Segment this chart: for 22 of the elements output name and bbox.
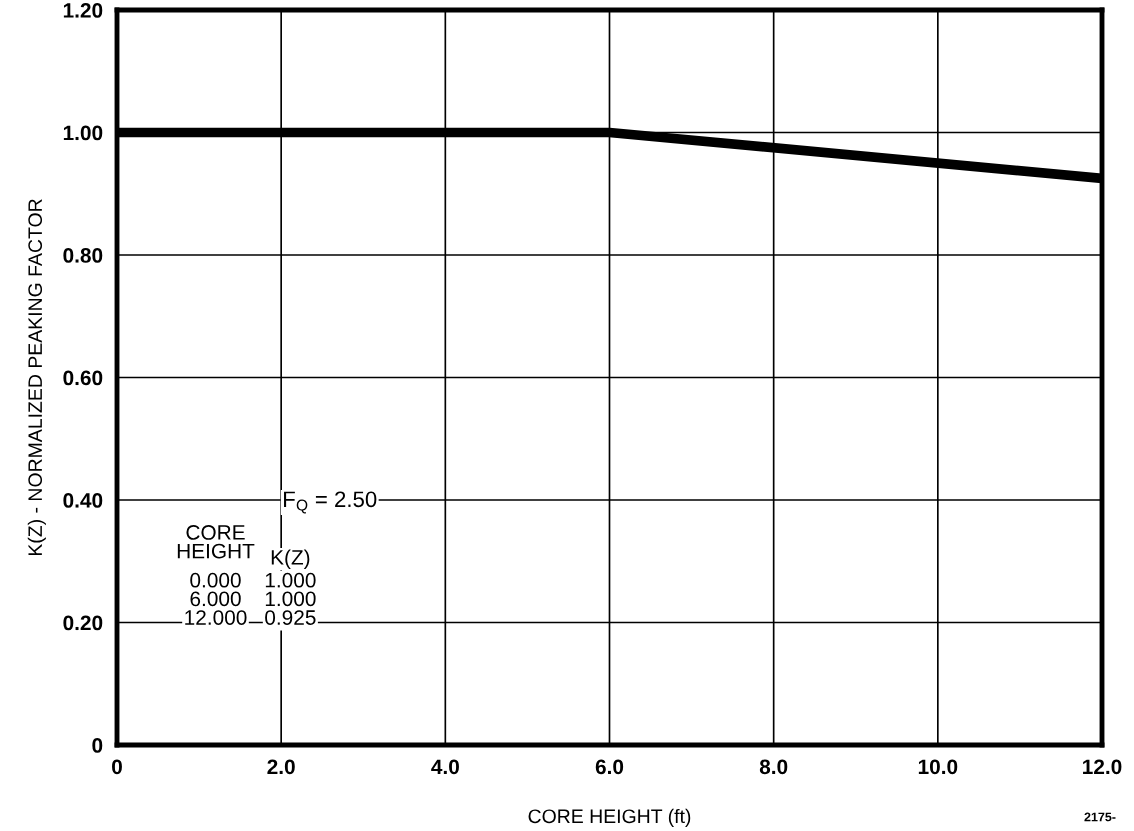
annotation: 1.000 1.000 0.925: [265, 572, 316, 625]
y-tick-label: 0.40: [63, 493, 103, 508]
y-tick-label: 1.20: [63, 3, 103, 18]
y-axis-title: K(Z) - NORMALIZED PEAKING FACTOR: [27, 199, 46, 556]
x-tick-label: 10.0: [918, 759, 958, 775]
y-tick-label: 0: [92, 738, 103, 753]
annotation: K(Z): [271, 549, 310, 569]
x-tick-label: 6.0: [595, 759, 624, 775]
x-axis-title: CORE HEIGHT (ft): [528, 808, 691, 827]
y-tick-label: 0.60: [63, 370, 103, 386]
x-tick-label: 0: [112, 759, 122, 775]
x-tick-label: 12.0: [1083, 759, 1122, 775]
x-tick-label: 8.0: [759, 759, 788, 775]
text: 2175-: [1084, 812, 1116, 822]
annotation: CORE HEIGHT: [177, 525, 255, 559]
y-tick-label: 0.20: [63, 615, 103, 631]
y-tick-label: 1.00: [63, 125, 103, 141]
annotation: F$_{Q}$ = 2.50: [284, 491, 377, 514]
x-tick-label: 2.0: [267, 759, 295, 775]
x-tick-label: 4.0: [431, 759, 459, 775]
annotation: 0.000 6.000 12.000: [185, 572, 247, 625]
y-tick-label: 0.80: [63, 248, 103, 263]
